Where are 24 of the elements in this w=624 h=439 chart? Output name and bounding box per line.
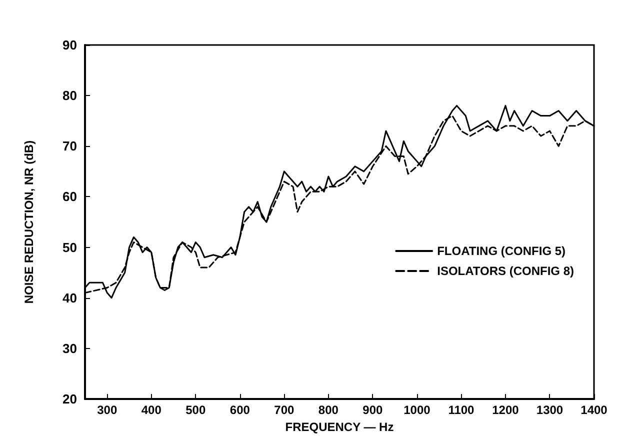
y-tick-label: 50: [62, 240, 77, 255]
x-tick-label: 1200: [492, 403, 520, 417]
x-tick-label: 800: [318, 403, 339, 417]
y-tick-label: 60: [62, 189, 77, 204]
y-axis-title: NOISE REDUCTION, NR (dB): [22, 140, 36, 304]
y-tick-label: 70: [62, 138, 77, 154]
x-tick-label: 1000: [404, 403, 431, 417]
x-tick-label: 500: [186, 403, 206, 417]
y-tick-label: 30: [62, 340, 77, 356]
x-tick-label: 1400: [580, 403, 608, 417]
x-tick-label: 1100: [448, 403, 475, 417]
x-tick-label: 300: [97, 403, 118, 417]
y-tick-label: 80: [62, 88, 77, 104]
x-tick-label: 700: [274, 403, 295, 417]
y-tick-label: 20: [62, 392, 77, 406]
y-tick-label: 90: [62, 38, 77, 52]
x-tick-label: 600: [230, 403, 250, 417]
y-tick-label: 40: [62, 290, 77, 306]
legend-label: ISOLATORS (CONFIG 8): [437, 264, 574, 278]
x-tick-label: 900: [362, 403, 384, 417]
x-tick-label: 1300: [536, 403, 564, 417]
x-axis-title: FREQUENCY — Hz: [285, 420, 394, 434]
legend-label: FLOATING (CONFIG 5): [437, 244, 566, 258]
x-tick-label: 400: [141, 403, 162, 417]
